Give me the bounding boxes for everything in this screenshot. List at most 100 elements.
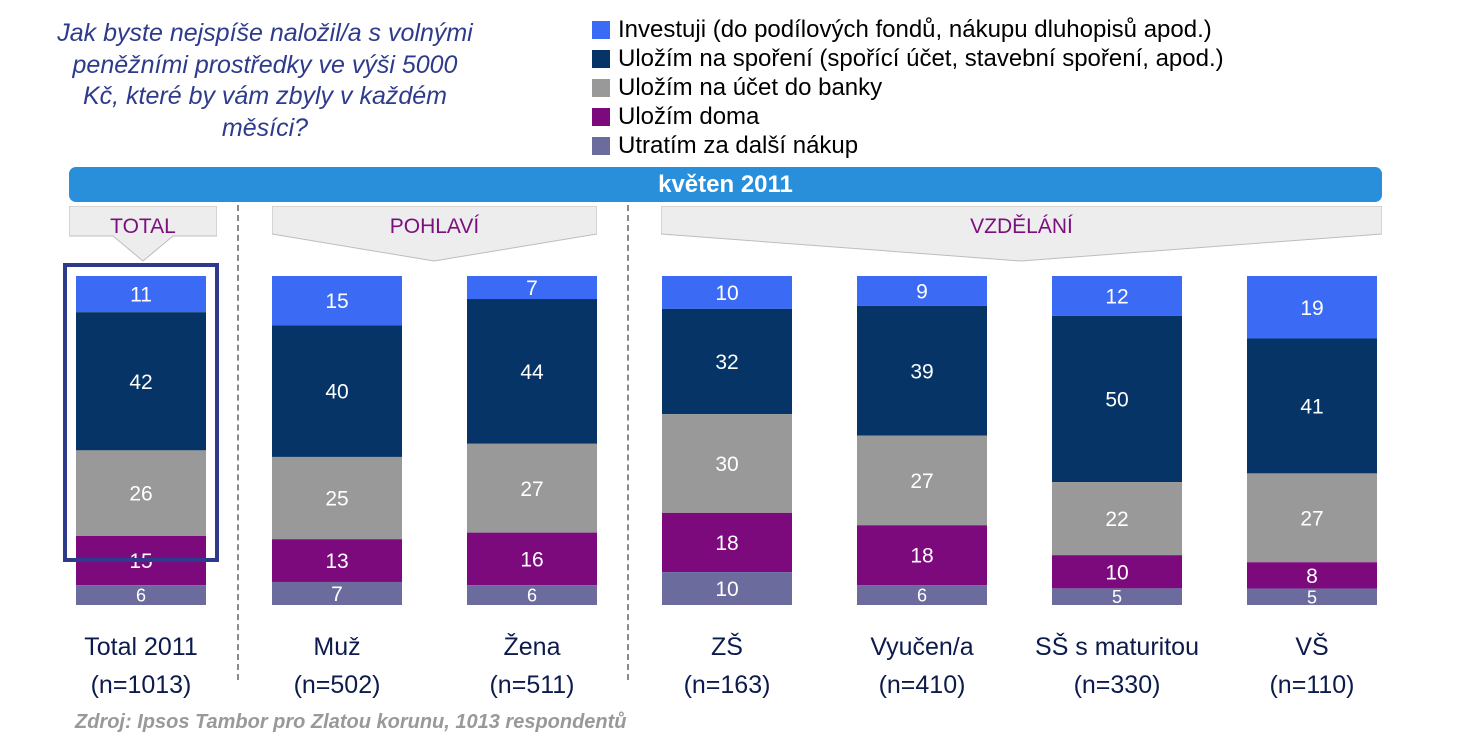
group-header-vzdelani: VZDĚLÁNÍ [661,206,1382,262]
data-label: 44 [520,361,544,384]
chart-question: Jak byste nejspíše naložil/a s volnými p… [57,19,473,142]
data-label: 7 [526,277,538,300]
data-label: 27 [520,478,543,501]
group-label-pohlavi: POHLAVÍ [389,215,480,238]
category-n-label: (n=330) [1074,671,1161,699]
category-n-label: (n=410) [879,671,966,699]
bar-segment [857,525,987,586]
category-label: Vyučen/a [870,633,973,661]
bar-segment [1052,315,1182,483]
bar-segment [857,276,987,306]
group-label-vzdelani: VZDĚLÁNÍ [970,215,1073,238]
category-label: Muž [313,633,360,661]
data-label: 26 [129,483,152,506]
data-label: 5 [1307,587,1317,607]
source-note: Zdroj: Ipsos Tambor pro Zlatou korunu, 1… [75,711,627,733]
bar-segment [272,581,402,605]
category-n-label: (n=502) [294,671,381,699]
bar-segment [467,585,597,605]
legend: Investuji (do podílových fondů, nákupu d… [592,15,1224,160]
bar-segment [467,299,597,444]
legend-item: Uložím na účet do banky [592,73,1224,102]
legend-item: Uložím doma [592,102,1224,131]
bar-segment [272,325,402,457]
legend-label: Investuji (do podílových fondů, nákupu d… [618,15,1212,43]
bar-segment [662,308,792,415]
legend-label: Utratím za další nákup [618,131,859,159]
bar-segment [662,572,792,605]
data-label: 25 [325,488,348,511]
data-label: 7 [331,583,343,606]
data-label: 5 [1112,587,1122,607]
data-label: 6 [527,586,537,606]
category-label: SŠ s maturitou [1035,632,1199,661]
data-label: 15 [325,290,348,313]
bar-segment [76,312,206,451]
bar-segment [272,276,402,326]
category-n-label: (n=163) [684,671,771,699]
data-label: 18 [910,545,933,568]
data-label: 39 [910,360,933,383]
data-label: 42 [129,371,152,394]
bar-segment [662,512,792,573]
period-banner: květen 2011 [69,167,1382,202]
bar-segment [1247,338,1377,474]
data-label: 40 [325,381,348,404]
legend-item: Utratím za další nákup [592,131,1224,160]
data-label: 27 [910,470,933,493]
bar-segment [1247,588,1377,605]
category-n-label: (n=511) [489,671,574,699]
data-label: 50 [1105,389,1128,412]
bar-segment [1052,588,1182,605]
data-label: 10 [1105,561,1128,584]
group-separator [237,205,239,680]
category-label: ZŠ [711,632,743,661]
bar-segment [662,276,792,309]
bar-segment [662,414,792,513]
data-label: 9 [916,281,928,304]
legend-swatch [592,136,610,155]
data-label: 27 [1300,507,1323,530]
data-label: 13 [325,550,348,573]
data-label: 10 [715,578,738,601]
category-n-label: (n=110) [1269,671,1354,699]
bar-segment [1247,562,1377,589]
group-label-total: TOTAL [110,215,176,238]
bar-segment [467,532,597,586]
legend-label: Uložím doma [618,102,760,130]
bar-segment [76,450,206,536]
group-separator [627,205,629,680]
legend-swatch [592,107,610,126]
bar-segment [272,456,402,540]
bar-segment [76,585,206,605]
data-label: 19 [1300,297,1323,320]
group-header-pohlavi: POHLAVÍ [272,206,597,262]
data-label: 30 [715,453,738,476]
data-label: 16 [520,549,543,572]
bar-segment [1247,473,1377,563]
bar-segment [76,276,206,313]
category-n-label: (n=1013) [91,671,192,699]
data-label: 11 [130,284,152,307]
bar-segment [857,435,987,526]
category-label: Total 2011 [84,633,198,661]
bar-segment [1052,482,1182,556]
category-label: VŠ [1295,632,1328,661]
bar-segment [857,305,987,436]
group-header-total: TOTAL [69,206,217,262]
bar-segment [1052,555,1182,589]
data-label: 8 [1306,565,1318,588]
bar-segment [467,443,597,533]
data-label: 10 [715,282,738,305]
highlight-frame [63,263,219,562]
legend-item: Investuji (do podílových fondů, nákupu d… [592,15,1224,44]
legend-label: Uložím na účet do banky [618,73,883,101]
data-label: 41 [1300,396,1323,419]
bar-segment [857,585,987,605]
legend-swatch [592,78,610,97]
legend-swatch [592,20,610,39]
bar-segment [467,276,597,300]
data-label: 12 [1105,285,1128,308]
data-label: 6 [136,586,146,606]
